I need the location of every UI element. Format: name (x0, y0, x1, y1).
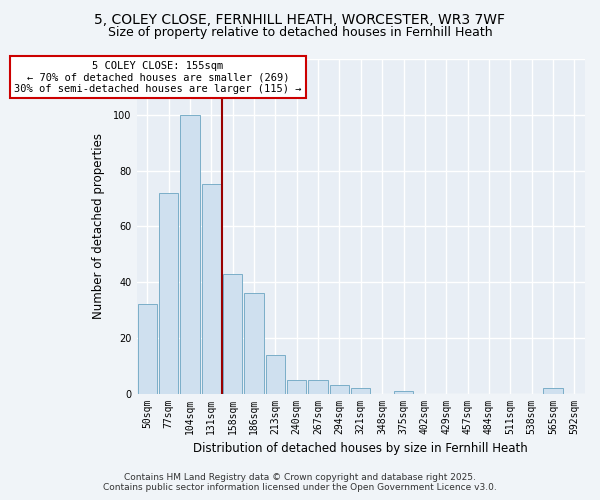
Bar (244, 293, 263, 394)
X-axis label: Distribution of detached houses by size in Fernhill Heath: Distribution of detached houses by size … (193, 442, 528, 455)
Y-axis label: Number of detached properties: Number of detached properties (92, 134, 105, 320)
Bar (223, 274, 242, 394)
Bar (137, 304, 157, 394)
Bar (287, 380, 307, 394)
Text: 5, COLEY CLOSE, FERNHILL HEATH, WORCESTER, WR3 7WF: 5, COLEY CLOSE, FERNHILL HEATH, WORCESTE… (95, 12, 505, 26)
Text: Contains HM Land Registry data © Crown copyright and database right 2025.
Contai: Contains HM Land Registry data © Crown c… (103, 473, 497, 492)
Bar (202, 184, 221, 394)
Text: Size of property relative to detached houses in Fernhill Heath: Size of property relative to detached ho… (107, 26, 493, 39)
Bar (308, 380, 328, 394)
Bar (330, 385, 349, 394)
Bar (394, 391, 413, 394)
Bar (544, 388, 563, 394)
Bar (351, 388, 370, 394)
Bar (266, 354, 285, 394)
Text: 5 COLEY CLOSE: 155sqm
← 70% of detached houses are smaller (269)
30% of semi-det: 5 COLEY CLOSE: 155sqm ← 70% of detached … (14, 60, 302, 94)
Bar (181, 115, 200, 394)
Bar (159, 193, 178, 394)
